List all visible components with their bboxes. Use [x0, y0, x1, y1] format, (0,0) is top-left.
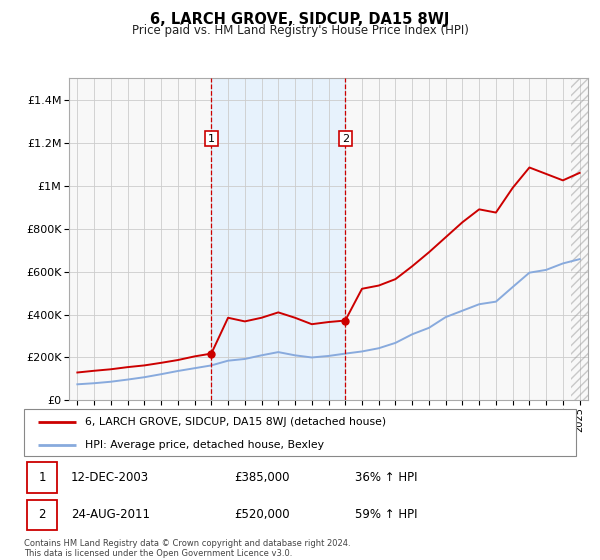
- Text: £520,000: £520,000: [234, 508, 289, 521]
- Text: 24-AUG-2011: 24-AUG-2011: [71, 508, 150, 521]
- FancyBboxPatch shape: [339, 131, 352, 146]
- Text: 59% ↑ HPI: 59% ↑ HPI: [355, 508, 418, 521]
- Text: Contains HM Land Registry data © Crown copyright and database right 2024.
This d: Contains HM Land Registry data © Crown c…: [24, 539, 350, 558]
- Bar: [571, 78, 600, 400]
- Text: 6, LARCH GROVE, SIDCUP, DA15 8WJ (detached house): 6, LARCH GROVE, SIDCUP, DA15 8WJ (detach…: [85, 417, 386, 427]
- Text: 2: 2: [38, 508, 46, 521]
- Text: 1: 1: [208, 133, 215, 143]
- Text: £385,000: £385,000: [234, 471, 289, 484]
- Text: 2: 2: [341, 133, 349, 143]
- Bar: [211, 78, 345, 400]
- Text: 6, LARCH GROVE, SIDCUP, DA15 8WJ: 6, LARCH GROVE, SIDCUP, DA15 8WJ: [151, 12, 449, 27]
- Text: 36% ↑ HPI: 36% ↑ HPI: [355, 471, 418, 484]
- FancyBboxPatch shape: [205, 131, 218, 146]
- Text: HPI: Average price, detached house, Bexley: HPI: Average price, detached house, Bexl…: [85, 440, 324, 450]
- Text: Price paid vs. HM Land Registry's House Price Index (HPI): Price paid vs. HM Land Registry's House …: [131, 24, 469, 37]
- FancyBboxPatch shape: [27, 500, 57, 530]
- Text: 12-DEC-2003: 12-DEC-2003: [71, 471, 149, 484]
- FancyBboxPatch shape: [27, 462, 57, 493]
- Text: 1: 1: [38, 471, 46, 484]
